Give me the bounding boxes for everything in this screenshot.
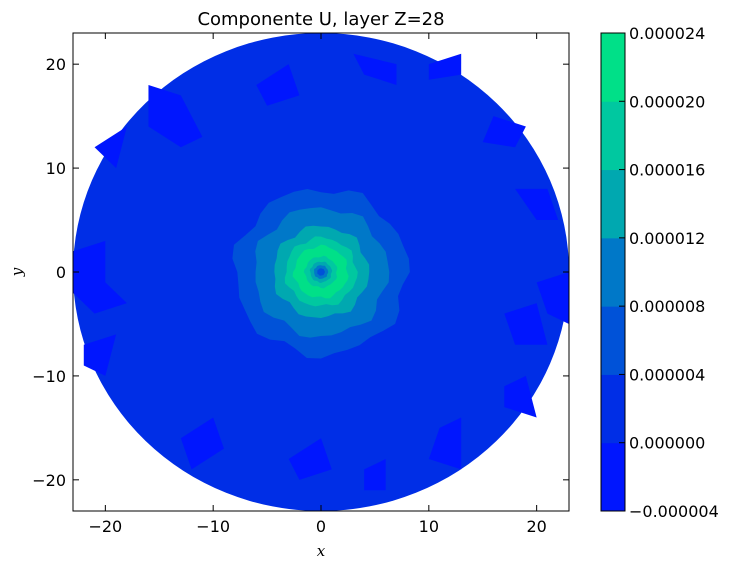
colorbar-band-5 xyxy=(601,101,625,171)
y-axis-label: y xyxy=(8,267,26,277)
colorbar-tick-label: 0.000012 xyxy=(629,229,705,248)
contour-patch-5 xyxy=(515,188,559,221)
contour-patch-9 xyxy=(504,303,548,345)
y-tick-label: 0 xyxy=(56,263,66,282)
contour-ring-8 xyxy=(317,268,325,276)
contour-patch-15 xyxy=(428,417,462,470)
x-tick-label: 0 xyxy=(316,517,326,536)
contour-patch-7 xyxy=(73,240,127,314)
colorbar-tick-label: 0.000000 xyxy=(629,434,705,453)
x-tick-label: 20 xyxy=(526,517,546,536)
y-tick-label: 10 xyxy=(46,159,66,178)
contour-patch-6 xyxy=(94,126,127,169)
contour-patch-1 xyxy=(256,64,300,106)
colorbar-tick-label: 0.000016 xyxy=(629,161,705,180)
colorbar: −0.000004 0.000000 0.000004 0.000008 0.00001… xyxy=(600,24,719,521)
colorbar-tick-label: −0.000004 xyxy=(629,502,719,521)
contour-patch-11 xyxy=(504,375,537,418)
x-tick-label: 10 xyxy=(419,517,439,536)
x-axis-label: x xyxy=(317,542,326,560)
colorbar-band-1 xyxy=(601,374,625,444)
contour-patch-0 xyxy=(148,84,203,148)
colorbar-frame xyxy=(600,32,626,512)
colorbar-tick-label: 0.000020 xyxy=(629,92,705,111)
x-tick-label: −10 xyxy=(196,517,230,536)
colorbar-band-0 xyxy=(601,442,625,512)
colorbar-band-6 xyxy=(601,33,625,102)
y-axis: −20 −10 0 10 20 xyxy=(32,55,569,490)
colorbar-band-2 xyxy=(601,306,625,375)
colorbar-band-4 xyxy=(601,169,625,239)
y-tick-label: 20 xyxy=(46,55,66,74)
y-tick-label: −20 xyxy=(32,471,66,490)
contour-patch-2 xyxy=(353,53,397,85)
contour-patch-3 xyxy=(428,53,462,80)
contour-patch-4 xyxy=(482,116,526,148)
contour-patch-14 xyxy=(364,459,386,491)
y-tick-label: −10 xyxy=(32,367,66,386)
colorbar-tick-label: 0.000008 xyxy=(629,297,705,316)
x-tick-label: −20 xyxy=(88,517,122,536)
x-axis: −20 −10 0 10 20 xyxy=(88,33,547,536)
contour-patch-13 xyxy=(288,438,332,480)
contour-patch-12 xyxy=(180,417,224,470)
plot-area xyxy=(73,33,569,511)
colorbar-band-3 xyxy=(601,237,625,307)
chart-title: Componente U, layer Z=28 xyxy=(197,9,444,30)
contour-patch-10 xyxy=(83,334,117,376)
colorbar-tick-label: 0.000004 xyxy=(629,365,705,384)
contour-patch-8 xyxy=(536,272,569,324)
colorbar-tick-label: 0.000024 xyxy=(629,24,705,43)
